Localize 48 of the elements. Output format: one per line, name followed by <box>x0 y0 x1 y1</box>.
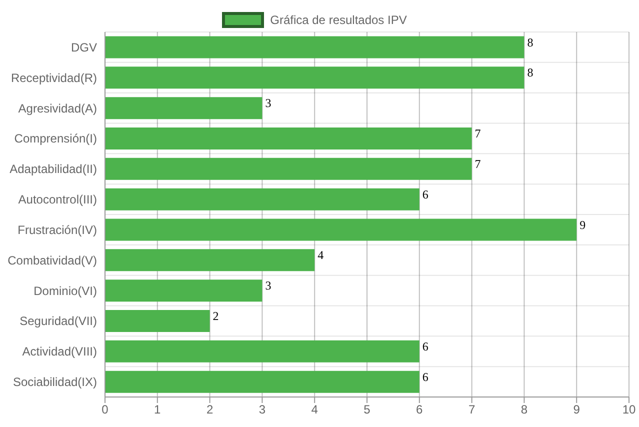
bar <box>105 370 420 393</box>
x-tick-label: 4 <box>311 402 318 417</box>
x-tick-label: 3 <box>258 402 266 417</box>
bar <box>105 128 472 150</box>
data-label: 2 <box>212 309 219 324</box>
data-label: 8 <box>527 35 534 50</box>
data-label: 7 <box>474 156 481 171</box>
y-tick-label: DGV <box>70 40 97 54</box>
x-tick-label: 6 <box>416 402 424 417</box>
y-tick-label: Combatividad(V) <box>8 253 97 268</box>
data-label: 6 <box>422 370 428 384</box>
y-tick-label: Receptividad(R) <box>10 70 97 85</box>
y-tick-label: Actividad(VIII) <box>22 344 97 359</box>
x-tick-label: 5 <box>364 402 371 417</box>
bar <box>105 66 524 89</box>
data-label: 4 <box>318 248 324 262</box>
bar <box>105 340 420 362</box>
bar <box>105 188 420 210</box>
y-tick-label: Adaptabilidad(II) <box>10 162 97 176</box>
data-label: 8 <box>527 66 534 80</box>
data-label: 6 <box>422 187 428 202</box>
x-tick-label: 0 <box>102 402 109 417</box>
x-tick-label: 9 <box>573 402 580 417</box>
legend-label: Gráfica de resultados IPV <box>270 13 407 27</box>
data-label: 9 <box>580 218 586 232</box>
x-tick-label: 10 <box>622 402 636 417</box>
data-label: 3 <box>265 96 272 110</box>
bar <box>105 249 315 272</box>
x-tick-label: 8 <box>520 402 528 417</box>
bar <box>105 97 262 120</box>
x-tick-label: 1 <box>154 402 162 417</box>
data-label: 7 <box>474 126 481 141</box>
y-tick-label: Agresividad(A) <box>18 101 97 116</box>
bar <box>105 218 577 241</box>
data-label: 3 <box>265 278 272 293</box>
y-tick-label: Autocontrol(III) <box>18 192 97 207</box>
y-tick-label: Frustración(IV) <box>18 222 97 237</box>
bar <box>105 158 472 180</box>
data-label: 6 <box>422 339 428 354</box>
y-tick-label: Dominio(VI) <box>34 284 97 298</box>
bar <box>105 310 210 332</box>
x-tick-label: 2 <box>206 402 214 417</box>
bar <box>105 280 262 302</box>
y-tick-label: Comprensión(I) <box>14 132 97 146</box>
x-tick-label: 7 <box>468 402 476 417</box>
bar <box>105 36 524 58</box>
y-tick-label: Sociabilidad(IX) <box>12 375 97 390</box>
y-tick-label: Seguridad(VII) <box>20 314 97 328</box>
